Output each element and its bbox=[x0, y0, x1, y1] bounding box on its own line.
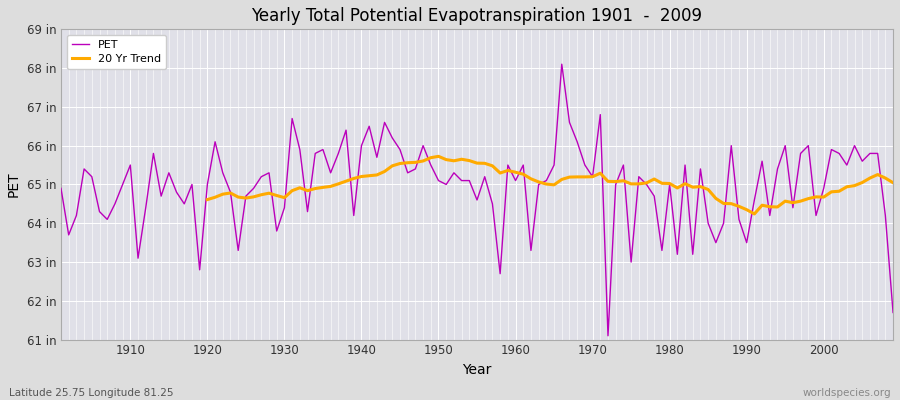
PET bbox=[887, 310, 898, 315]
20 Yr Trend bbox=[803, 196, 814, 201]
Line: PET: PET bbox=[61, 64, 893, 336]
20 Yr Trend bbox=[872, 172, 883, 177]
Line: 20 Yr Trend: 20 Yr Trend bbox=[207, 156, 893, 214]
PET bbox=[556, 62, 567, 66]
20 Yr Trend bbox=[202, 197, 212, 202]
PET bbox=[510, 178, 521, 183]
PET bbox=[117, 182, 128, 187]
X-axis label: Year: Year bbox=[463, 363, 491, 377]
PET bbox=[56, 186, 67, 191]
Text: Latitude 25.75 Longitude 81.25: Latitude 25.75 Longitude 81.25 bbox=[9, 388, 174, 398]
Legend: PET, 20 Yr Trend: PET, 20 Yr Trend bbox=[67, 35, 166, 70]
Text: worldspecies.org: worldspecies.org bbox=[803, 388, 891, 398]
20 Yr Trend bbox=[433, 154, 444, 159]
Title: Yearly Total Potential Evapotranspiration 1901  -  2009: Yearly Total Potential Evapotranspiratio… bbox=[251, 7, 703, 25]
Y-axis label: PET: PET bbox=[7, 172, 21, 197]
20 Yr Trend bbox=[788, 200, 798, 205]
PET bbox=[603, 333, 614, 338]
PET bbox=[618, 163, 629, 168]
20 Yr Trend bbox=[294, 185, 305, 190]
20 Yr Trend bbox=[887, 180, 898, 185]
PET bbox=[502, 163, 513, 168]
PET bbox=[333, 151, 344, 156]
20 Yr Trend bbox=[749, 212, 760, 216]
20 Yr Trend bbox=[688, 185, 698, 190]
PET bbox=[287, 116, 298, 121]
20 Yr Trend bbox=[410, 160, 421, 165]
